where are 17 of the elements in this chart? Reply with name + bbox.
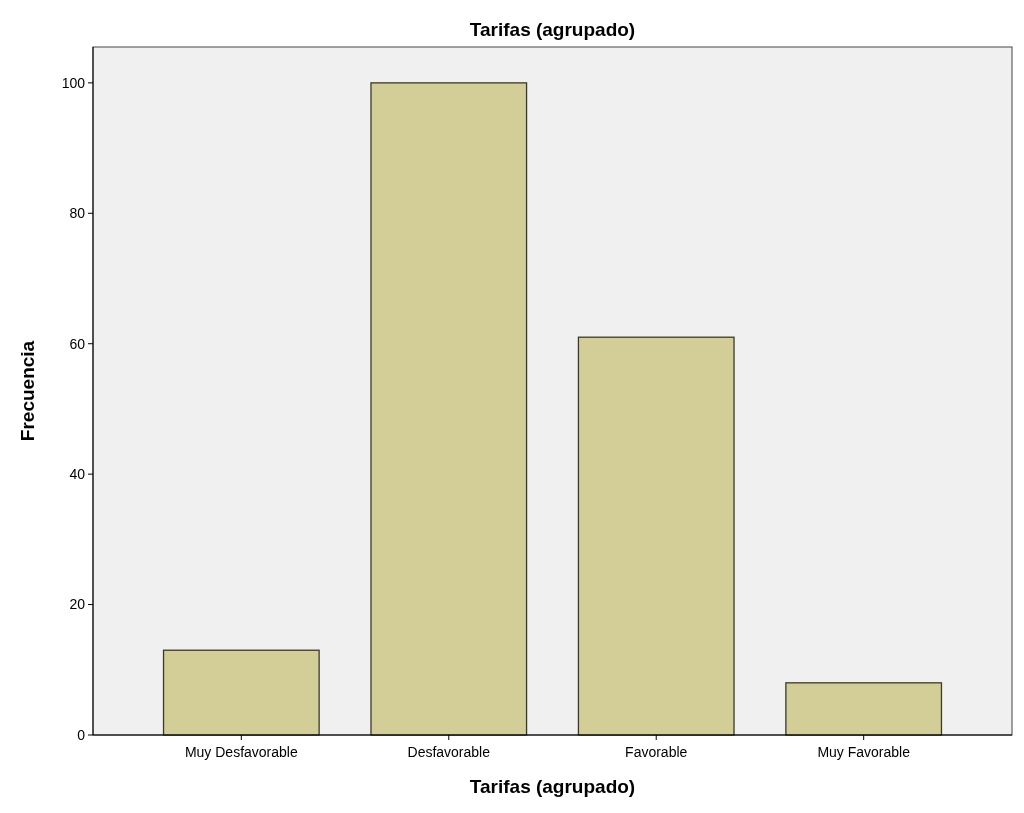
bar bbox=[785, 682, 943, 736]
y-tick-label: 0 bbox=[77, 726, 86, 743]
y-tick-label: 40 bbox=[69, 466, 86, 483]
y-tick-label: 100 bbox=[61, 74, 86, 91]
chart-title: Tarifas (agrupado) bbox=[469, 19, 636, 40]
y-tick-label: 20 bbox=[69, 596, 86, 613]
x-tick-label: Muy Favorable bbox=[817, 744, 911, 760]
x-tick-label: Favorable bbox=[625, 744, 688, 760]
x-tick-label: Muy Desfavorable bbox=[184, 744, 298, 760]
bar bbox=[162, 649, 320, 736]
y-axis-title: Frecuencia bbox=[17, 340, 38, 442]
x-axis-title: Tarifas (agrupado) bbox=[469, 776, 636, 797]
y-tick-label: 80 bbox=[69, 205, 86, 222]
x-tick-label: Desfavorable bbox=[407, 744, 491, 760]
bar bbox=[577, 336, 735, 736]
y-tick-label: 60 bbox=[69, 335, 86, 352]
bar bbox=[370, 82, 528, 736]
